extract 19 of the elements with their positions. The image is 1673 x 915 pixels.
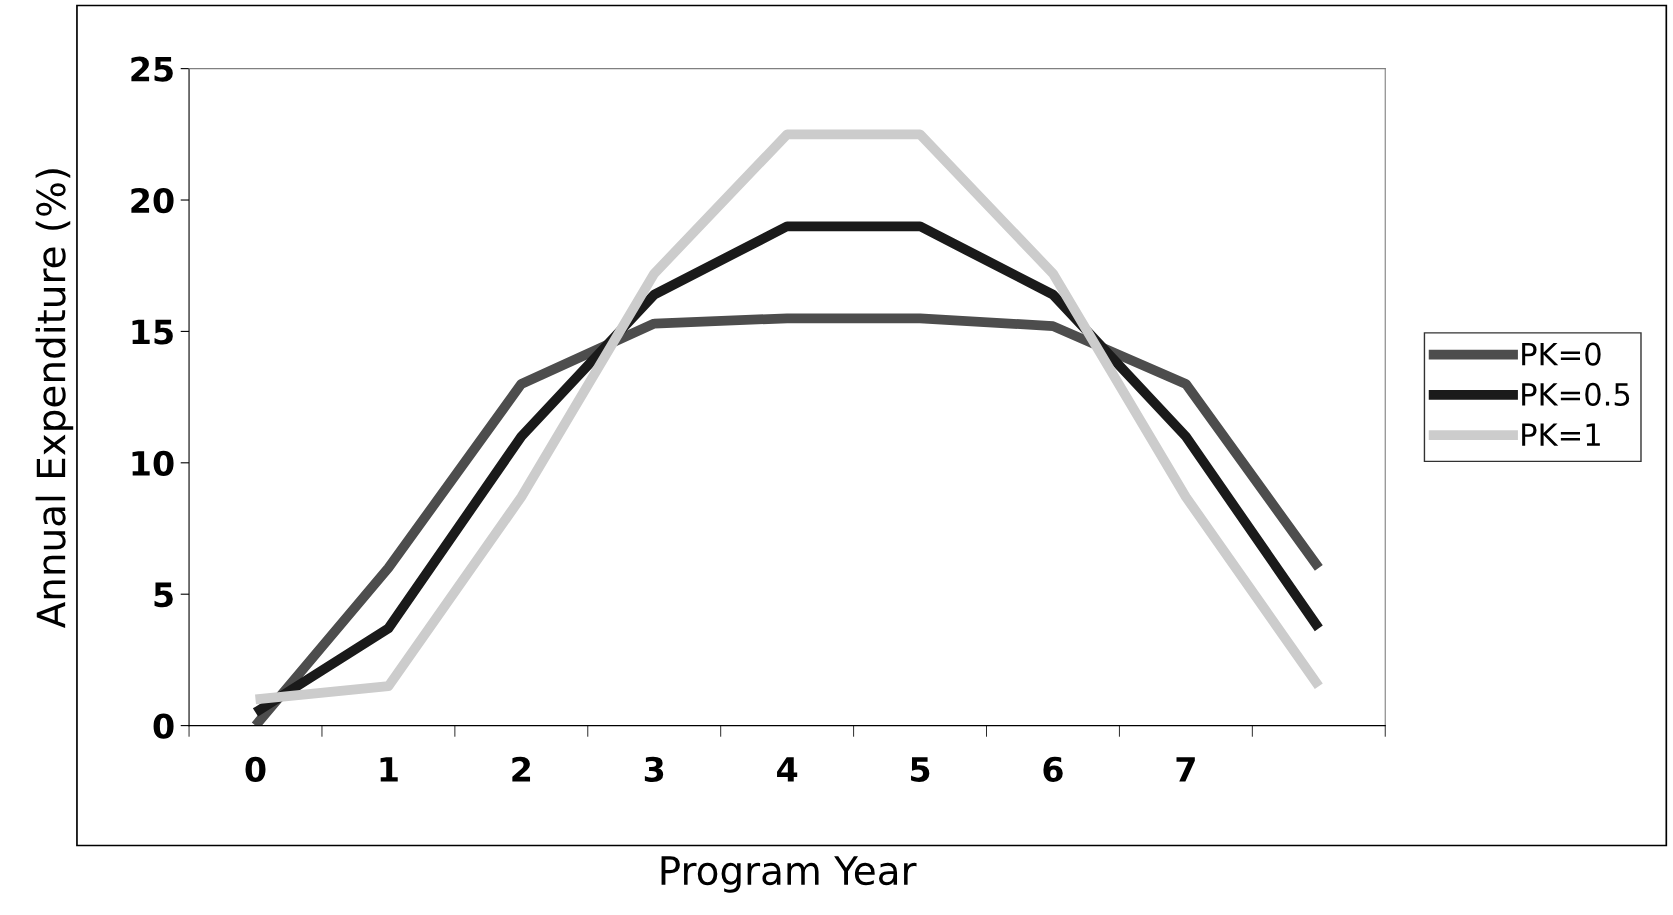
- x-tick-label: 6: [1043, 756, 1063, 782]
- legend-label: PK=0.5: [1522, 382, 1630, 406]
- x-tick-label: 2: [512, 756, 531, 782]
- x-tick-label: 7: [1176, 757, 1195, 782]
- x-axis-title: Program Year: [661, 856, 917, 893]
- y-tick-label: 20: [131, 187, 174, 214]
- x-tick-label: 5: [911, 757, 930, 782]
- x-tick-label: 1: [380, 757, 398, 782]
- y-tick-label: 15: [132, 319, 173, 345]
- x-tick-label: 4: [777, 757, 798, 782]
- x-tick-label: 3: [644, 756, 664, 782]
- y-tick-label: 10: [132, 450, 174, 476]
- legend-label: PK=0: [1522, 342, 1601, 366]
- y-tick-label: 0: [153, 713, 174, 739]
- y-axis-title: Annual Expenditure (%): [35, 169, 74, 629]
- legend-label: PK=1: [1522, 423, 1600, 446]
- y-tick-label: 5: [154, 582, 173, 608]
- x-tick-label: 0: [245, 756, 266, 782]
- y-tick-label: 25: [131, 56, 173, 82]
